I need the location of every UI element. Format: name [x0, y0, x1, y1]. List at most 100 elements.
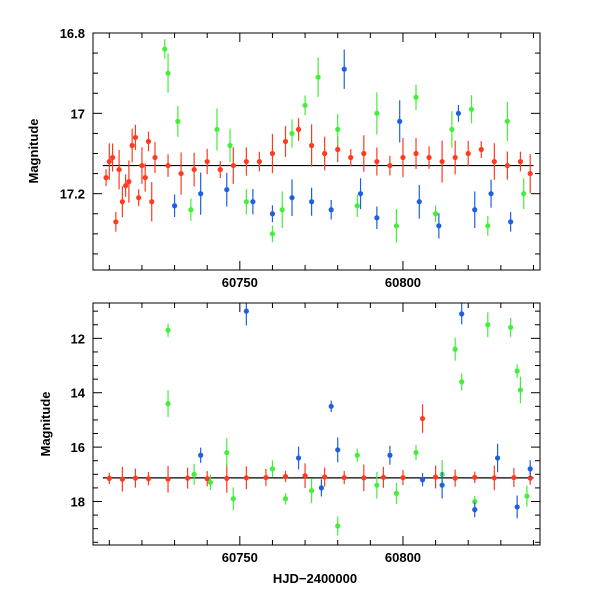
bottom-series-1-point-13 — [413, 449, 419, 456]
top-series-0-point-18 — [191, 166, 197, 173]
bottom-series-2-point-10 — [472, 507, 478, 513]
bottom-series-1-point-9 — [335, 523, 341, 529]
bottom-series-0-point-4 — [165, 476, 171, 482]
top-series-1-point-19 — [468, 106, 475, 112]
top-series-2-point-6 — [309, 199, 315, 205]
top-series-0-point-10 — [136, 195, 142, 201]
bottom-series-0-point-3 — [145, 476, 152, 482]
bottom-series-2-point-11 — [494, 455, 501, 461]
bottom-series-1-point-1 — [165, 401, 171, 407]
top-series-0-point-14 — [149, 199, 155, 205]
top-y-axis-title: Magnitude — [26, 119, 41, 184]
top-series-2-point-15 — [472, 207, 478, 213]
top-series-0-point-23 — [256, 158, 263, 165]
top-series-1-point-4 — [214, 126, 220, 133]
bottom-series-2-point-13 — [527, 466, 533, 472]
top-y-tick-label-0: 16.8 — [60, 26, 85, 41]
bottom-series-0-point-8 — [243, 475, 249, 481]
bottom-series-2-point-2 — [295, 455, 302, 461]
bottom-series-0-point-16 — [400, 474, 406, 481]
top-series-0-point-43 — [517, 158, 524, 165]
top-series-0-point-30 — [348, 154, 354, 161]
top-series-0-point-40 — [478, 146, 484, 153]
top-series-2-point-4 — [269, 211, 276, 217]
top-series-0-point-5 — [119, 199, 125, 205]
top-series-1-point-17 — [432, 211, 439, 217]
top-series-0-point-28 — [322, 150, 328, 157]
bottom-series-0-point-0 — [106, 475, 112, 481]
bottom-series-0-point-18 — [432, 474, 439, 480]
top-series-0-point-12 — [142, 175, 148, 181]
bottom-series-0-point-14 — [361, 475, 367, 481]
bottom-series-1-point-19 — [508, 324, 514, 331]
top-x-tick-label-0: 60750 — [222, 275, 258, 290]
top-series-2-point-14 — [455, 110, 462, 116]
top-series-0-point-26 — [295, 126, 302, 133]
bottom-series-0-point-5 — [185, 475, 191, 481]
top-series-1-point-18 — [449, 126, 455, 133]
bottom-series-1-point-20 — [514, 368, 520, 374]
top-series-2-point-16 — [488, 191, 494, 197]
top-series-1-point-21 — [504, 118, 510, 124]
top-series-0-point-17 — [178, 170, 184, 177]
top-series-1-point-3 — [188, 207, 194, 213]
bottom-series-0-point-6 — [204, 476, 210, 482]
top-series-1-point-11 — [315, 74, 321, 80]
top-series-2-point-9 — [357, 191, 364, 197]
bottom-series-2-point-12 — [514, 504, 520, 510]
top-panel: 60750 60800 16.8 17 17.2 Magnitude — [26, 26, 541, 290]
top-series-2-point-13 — [436, 223, 442, 229]
bottom-series-1-point-0 — [165, 327, 171, 333]
bottom-x-tick-label-1: 60800 — [385, 550, 421, 565]
top-series-0-point-41 — [491, 158, 497, 165]
bottom-series-1-point-21 — [517, 387, 524, 393]
top-panel-plot-clip-group — [102, 39, 534, 243]
top-series-0-point-1 — [106, 158, 112, 165]
top-series-0-point-31 — [361, 150, 367, 157]
bottom-series-0-point-12 — [322, 474, 328, 480]
top-series-0-point-11 — [139, 162, 145, 169]
top-series-1-point-1 — [165, 70, 171, 76]
bottom-panel-frame — [92, 302, 541, 546]
bottom-series-2-point-4 — [328, 403, 334, 409]
top-series-1-point-5 — [227, 142, 233, 149]
top-series-2-point-2 — [224, 187, 230, 193]
top-series-1-point-20 — [485, 223, 491, 229]
bottom-series-0-point-9 — [263, 474, 269, 481]
bottom-series-1-point-12 — [393, 490, 400, 496]
top-series-0-point-7 — [126, 179, 132, 185]
top-x-tick-label-1: 60800 — [385, 275, 421, 290]
top-series-0-point-36 — [426, 154, 432, 161]
bottom-series-0-point-1 — [119, 476, 125, 482]
top-series-0-point-38 — [452, 154, 458, 161]
x-axis-title: HJD−2400000 — [273, 571, 357, 586]
top-series-0-point-29 — [335, 146, 341, 153]
top-series-2-point-0 — [171, 203, 178, 209]
top-series-0-point-39 — [465, 150, 471, 157]
top-series-2-point-17 — [508, 219, 514, 225]
bottom-series-0-point-7 — [224, 475, 230, 481]
top-series-0-point-19 — [204, 158, 210, 165]
top-series-0-point-21 — [230, 162, 236, 169]
bottom-series-2-point-3 — [318, 485, 324, 491]
bottom-series-1-point-8 — [309, 488, 315, 494]
bottom-panel-axes: 60750 60800 12 14 16 18 — [71, 303, 540, 565]
top-series-1-point-15 — [393, 223, 400, 229]
top-series-0-point-8 — [129, 142, 135, 149]
top-series-0-point-16 — [165, 162, 171, 169]
top-series-1-point-9 — [289, 130, 295, 137]
bottom-series-2-point-8 — [439, 482, 445, 488]
bottom-y-tick-label-2: 16 — [71, 440, 85, 455]
top-y-tick-label-1: 17 — [71, 106, 85, 121]
bottom-series-2-point-9 — [459, 311, 465, 317]
top-series-2-point-12 — [416, 199, 422, 205]
bottom-series-1-point-11 — [374, 482, 380, 488]
top-series-1-point-16 — [413, 94, 419, 100]
top-y-tick-label-2: 17.2 — [60, 187, 85, 202]
top-series-0-point-4 — [116, 166, 122, 173]
top-series-0-point-32 — [374, 158, 380, 165]
bottom-series-0-point-20 — [472, 474, 478, 480]
bottom-series-1-point-4 — [224, 449, 230, 456]
bottom-series-1-point-18 — [485, 322, 491, 328]
